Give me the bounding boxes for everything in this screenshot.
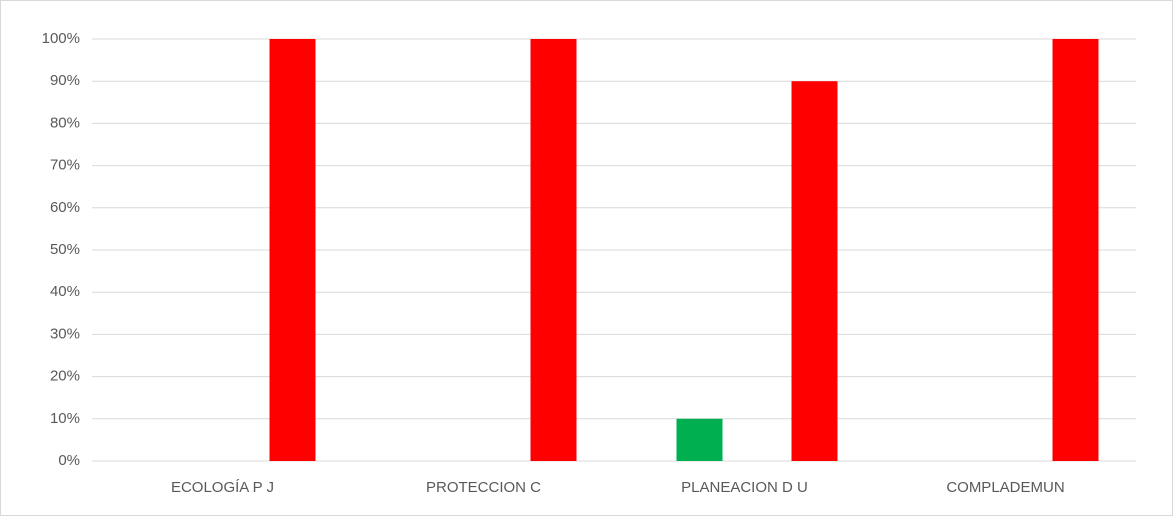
y-tick-label: 40% — [50, 283, 80, 300]
y-tick-label: 100% — [42, 30, 80, 47]
x-tick-label: COMPLADEMUN — [946, 479, 1064, 496]
bar — [676, 418, 723, 461]
y-tick-label: 50% — [50, 241, 80, 258]
y-tick-label: 10% — [50, 410, 80, 427]
x-tick-label: PLANEACION D U — [681, 479, 808, 496]
y-tick-label: 0% — [58, 452, 80, 469]
y-tick-label: 20% — [50, 368, 80, 385]
bar — [530, 39, 577, 461]
y-tick-label: 70% — [50, 157, 80, 174]
x-tick-label: ECOLOGÍA P J — [171, 479, 274, 496]
y-tick-label: 90% — [50, 72, 80, 89]
y-tick-label: 60% — [50, 199, 80, 216]
bar — [791, 81, 838, 461]
bar — [1052, 39, 1099, 461]
x-tick-label: PROTECCION C — [426, 479, 541, 496]
bar — [269, 39, 316, 461]
y-tick-label: 30% — [50, 325, 80, 342]
y-tick-label: 80% — [50, 114, 80, 131]
